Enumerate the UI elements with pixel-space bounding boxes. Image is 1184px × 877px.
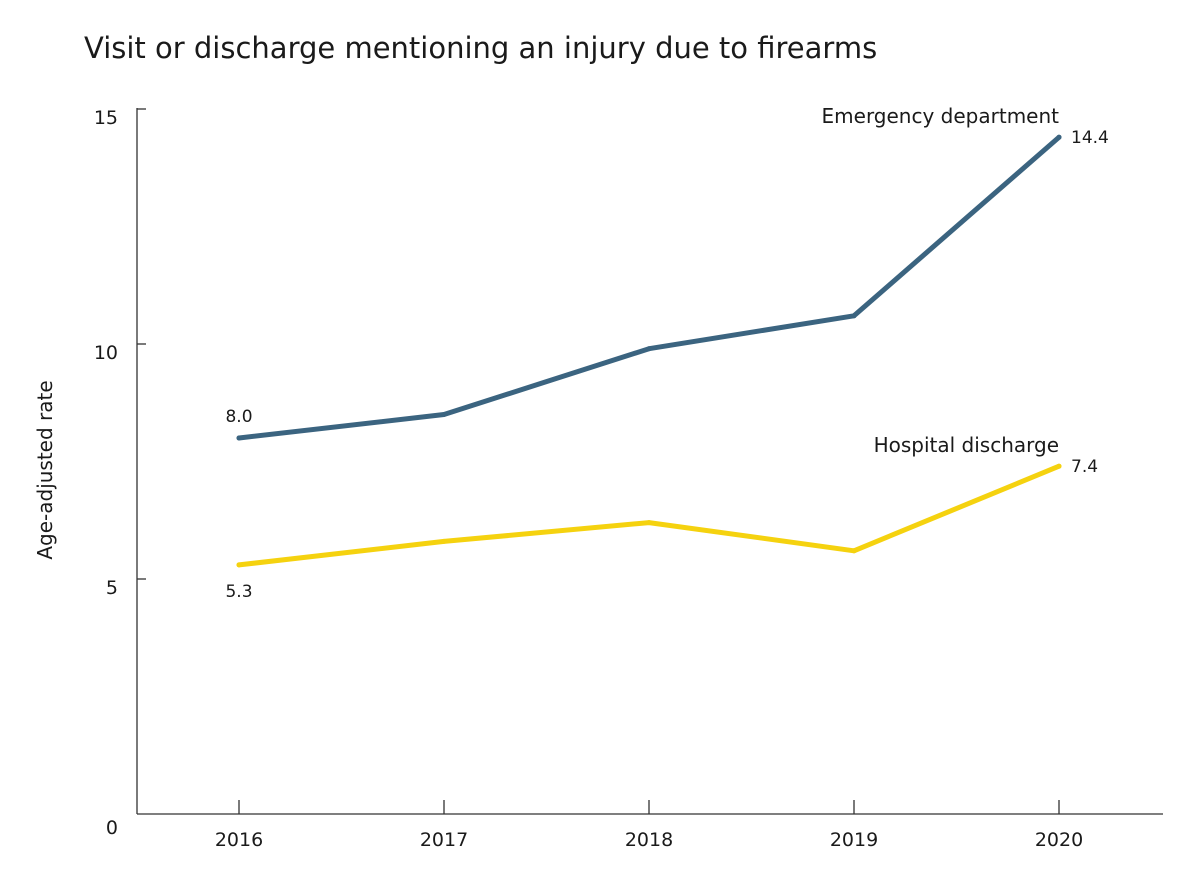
- data-point: [646, 346, 652, 352]
- series-line-hospital-discharge: [236, 463, 1062, 568]
- x-tick-label: 2016: [215, 829, 263, 851]
- series-name-label: Hospital discharge: [874, 433, 1059, 457]
- data-label-last: 14.4: [1071, 128, 1109, 148]
- data-point: [851, 313, 857, 319]
- y-tick-label: 0: [106, 817, 118, 839]
- x-tick-label: 2017: [420, 829, 468, 851]
- data-label-first: 5.3: [225, 582, 252, 602]
- data-point: [236, 562, 242, 568]
- y-tick-label: 15: [94, 107, 118, 129]
- y-axis-label: Age-adjusted rate: [33, 380, 57, 559]
- series-line-emergency-department: [236, 134, 1062, 441]
- y-axis-ticks: 0 5 10 15: [94, 107, 146, 839]
- x-tick-label: 2019: [830, 829, 878, 851]
- series-group: Emergency department 14.4 8.0 Hospital disc…: [225, 104, 1108, 602]
- data-point: [236, 435, 242, 441]
- y-tick-label: 5: [106, 577, 118, 599]
- y-tick-label: 10: [94, 342, 118, 364]
- data-point: [1056, 463, 1062, 469]
- data-point: [646, 520, 652, 526]
- data-point: [1056, 134, 1062, 140]
- x-tick-label: 2018: [625, 829, 673, 851]
- x-tick-label: 2020: [1035, 829, 1083, 851]
- data-point: [851, 548, 857, 554]
- series-name-label: Emergency department: [822, 104, 1060, 128]
- chart-title: Visit or discharge mentioning an injury …: [84, 31, 877, 65]
- x-axis-ticks: 2016 2017 2018 2019 2020: [215, 800, 1083, 851]
- data-label-last: 7.4: [1071, 457, 1098, 477]
- data-point: [441, 412, 447, 417]
- data-point: [441, 538, 447, 544]
- data-label-first: 8.0: [225, 407, 252, 427]
